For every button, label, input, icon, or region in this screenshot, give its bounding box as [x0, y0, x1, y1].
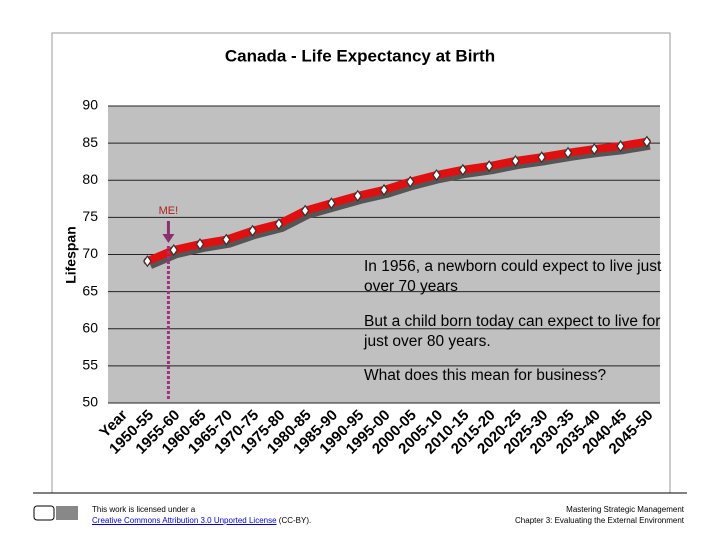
marker: [195, 238, 205, 251]
marker: [484, 160, 494, 173]
marker: [590, 143, 599, 156]
marker: [432, 169, 441, 182]
license: This work is licensed under a Creative C…: [92, 504, 311, 526]
y-tick-label: 80: [82, 171, 98, 187]
y-tick-label: 50: [82, 394, 98, 410]
source: Mastering Strategic Management Chapter 3…: [515, 504, 684, 526]
marker: [248, 224, 257, 237]
annotation: ME!: [159, 205, 179, 217]
marker: [300, 204, 310, 217]
line-shadow: [148, 141, 651, 269]
marker: [379, 183, 389, 196]
annotation-arrowhead: [162, 234, 175, 243]
marker: [353, 189, 362, 202]
y-axis-label: Lifespan: [63, 226, 79, 284]
marker: [563, 146, 573, 159]
marker: [458, 163, 468, 176]
marker: [143, 255, 152, 268]
by-icon: [56, 506, 78, 520]
marker: [169, 243, 178, 257]
license-line: Creative Commons Attribution 3.0 Unporte…: [92, 515, 311, 526]
y-tick-label: 55: [82, 357, 98, 373]
marker: [222, 233, 231, 246]
cc-icon: [33, 505, 55, 521]
chart-title: Canada - Life Expectancy at Birth: [225, 46, 495, 65]
license-link[interactable]: Creative Commons Attribution 3.0 Unporte…: [92, 516, 277, 525]
marker: [642, 135, 652, 148]
license-suffix: (CC-BY).: [278, 516, 312, 525]
marker: [537, 151, 546, 164]
marker: [327, 197, 336, 210]
chapter: Chapter 3: Evaluating the External Envir…: [515, 516, 684, 525]
marker: [616, 140, 625, 153]
license-prefix: This work is licensed under a: [92, 505, 196, 514]
series-line: [143, 137, 651, 266]
marker: [406, 175, 415, 188]
y-tick-label: 65: [82, 282, 98, 298]
y-tick-label: 75: [82, 208, 98, 224]
y-tick-label: 70: [82, 245, 98, 261]
y-tick-label: 90: [82, 97, 98, 113]
marker: [511, 154, 520, 167]
book: Mastering Strategic Management: [566, 505, 684, 514]
y-tick-label: 60: [82, 319, 98, 335]
note: But a child born today can expect to liv…: [364, 313, 661, 350]
y-tick-label: 85: [82, 134, 98, 150]
note: In 1956, a newborn could expect to live …: [364, 258, 662, 295]
note: What does this mean for business?: [364, 367, 607, 384]
marker: [274, 218, 284, 231]
